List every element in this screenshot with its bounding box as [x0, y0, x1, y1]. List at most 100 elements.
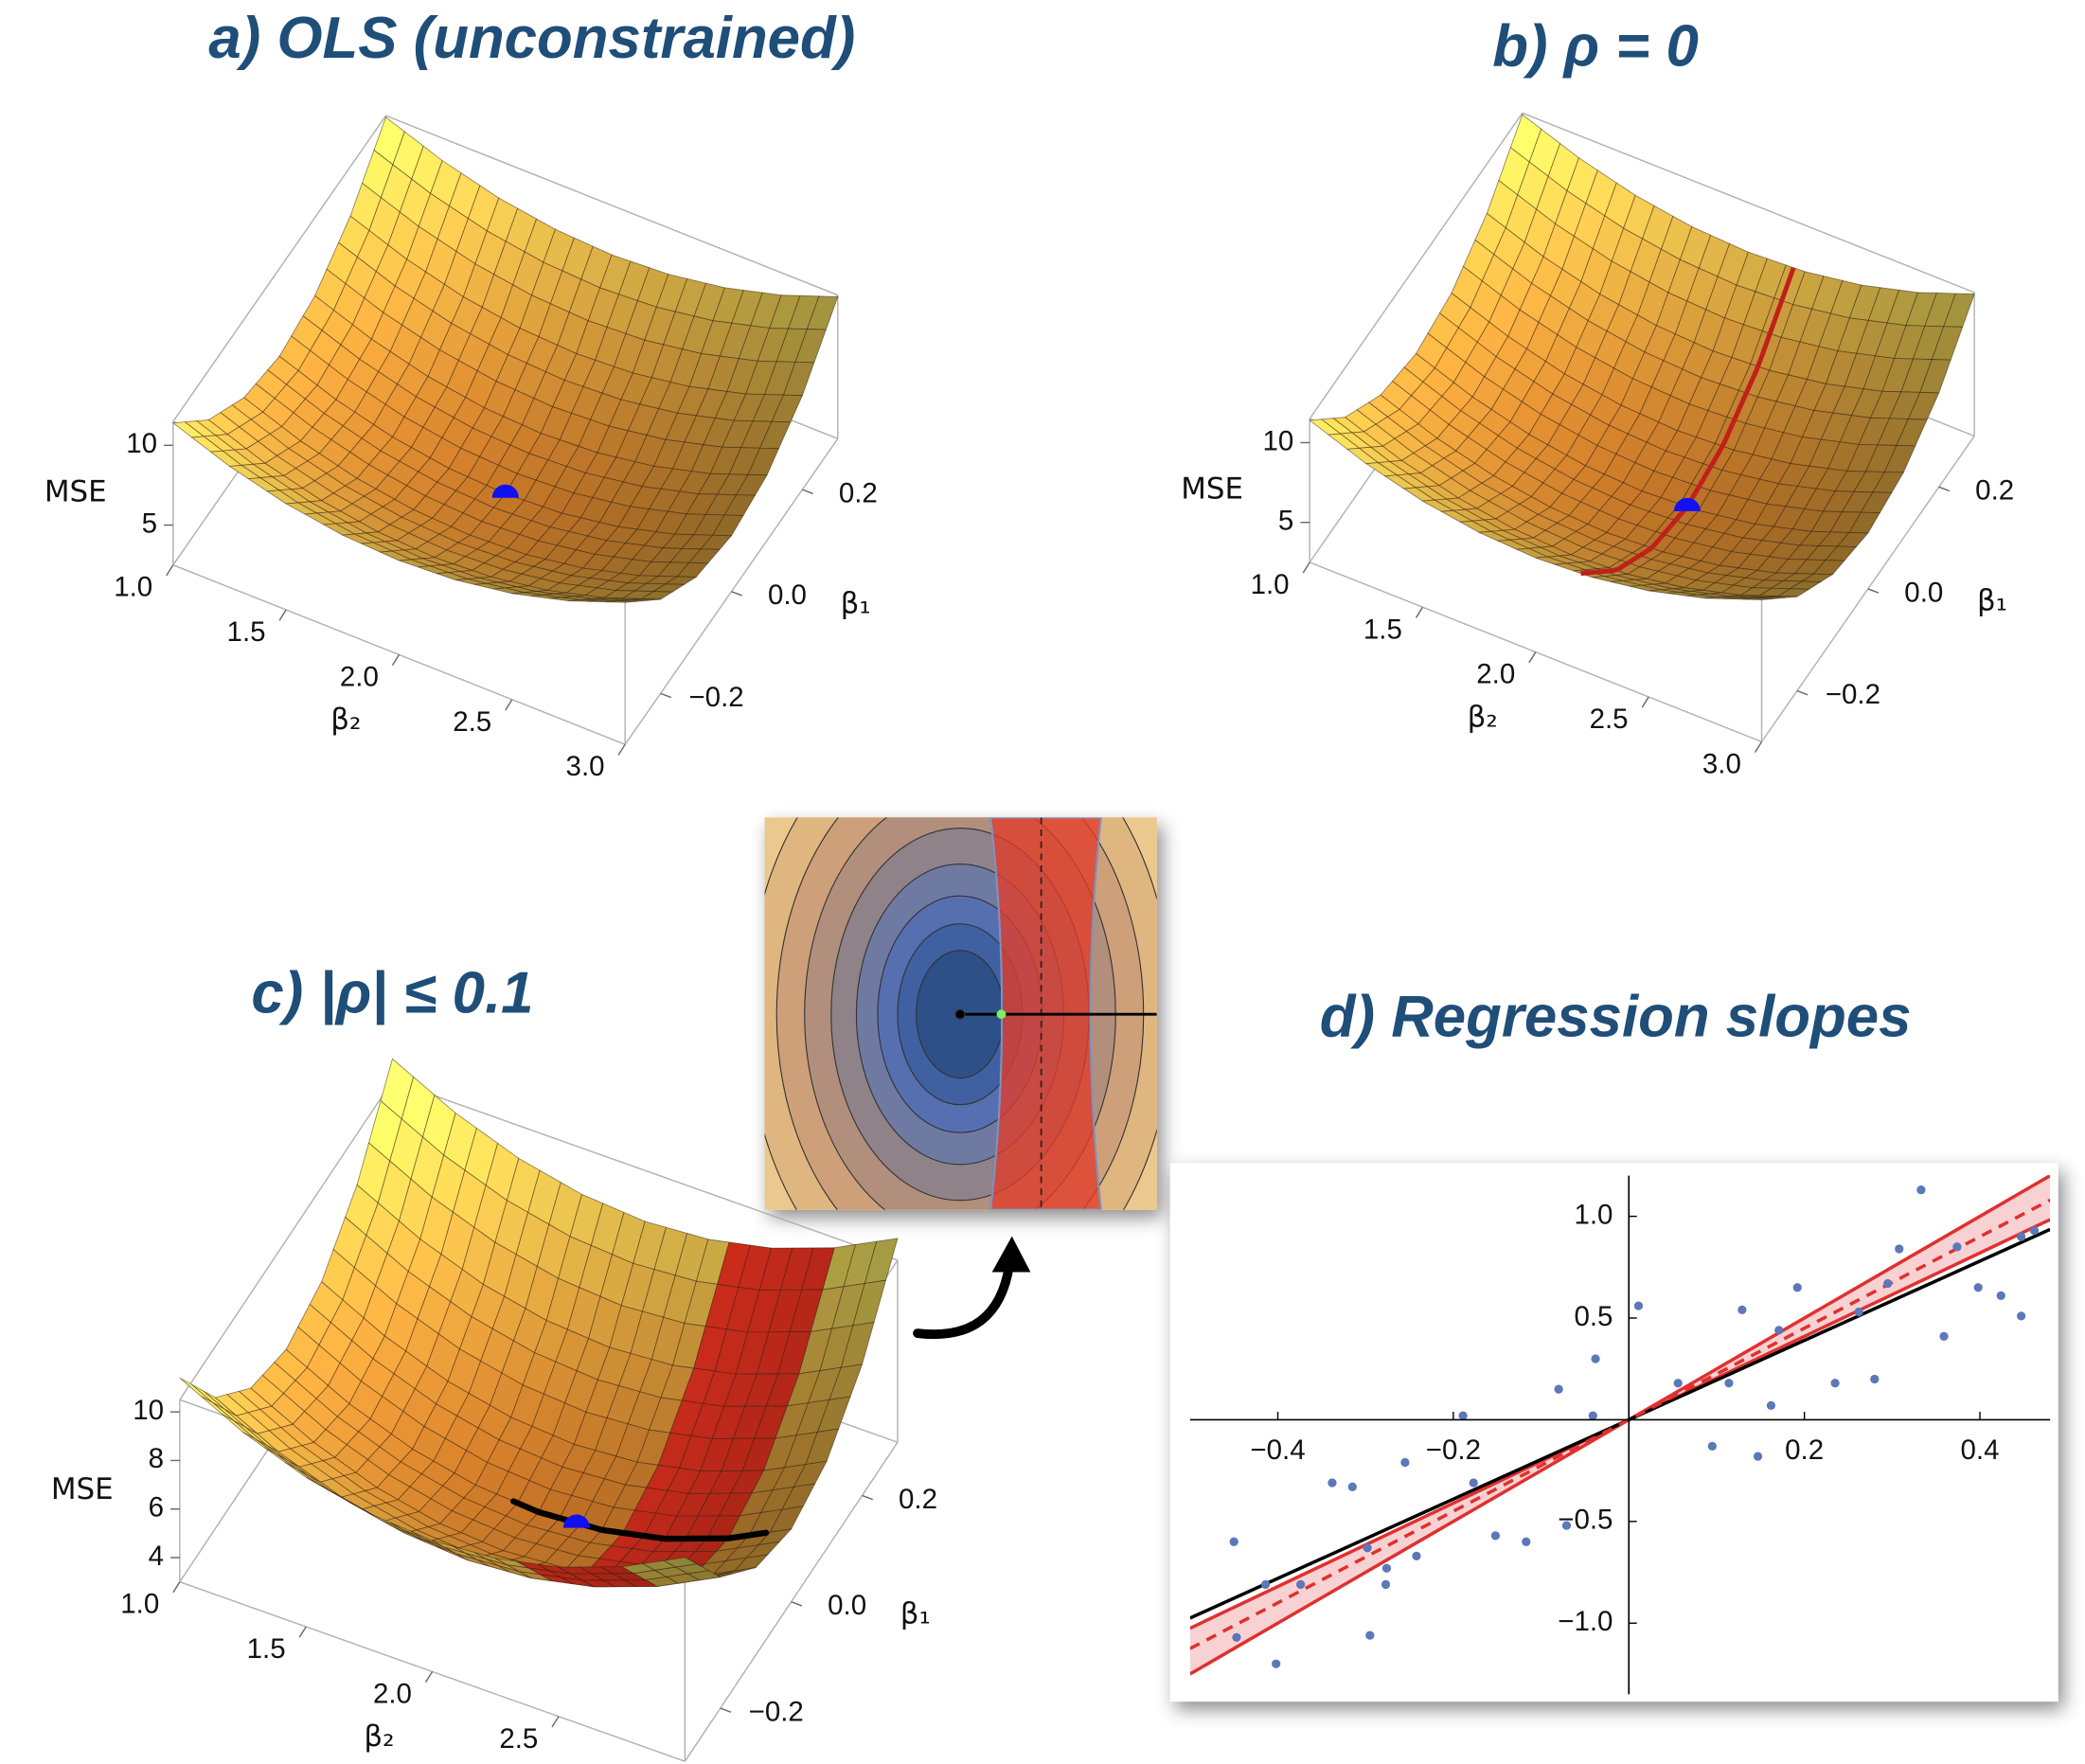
x-tick-label: 2.0 [340, 661, 379, 692]
x-tick-label: 2.5 [499, 1723, 538, 1755]
surface-patch [606, 600, 637, 603]
box-edge [1522, 112, 1975, 294]
x-tick [551, 1716, 560, 1728]
x-tick-label: 2.5 [453, 706, 491, 738]
constrained-path [510, 1498, 770, 1542]
z-tick-label: 4 [149, 1541, 164, 1572]
data-point [1381, 1563, 1392, 1573]
x-tick [1754, 741, 1763, 753]
x-tick-label: 1.0 [120, 1589, 159, 1620]
contour-inset [764, 817, 1157, 1210]
y-tick-label: 0.5 [1574, 1301, 1613, 1332]
x-tick [505, 699, 513, 711]
data-point [1673, 1379, 1683, 1388]
data-point [2029, 1225, 2040, 1236]
surface-patch [1742, 597, 1774, 600]
data-point [1490, 1531, 1501, 1541]
x-tick [166, 564, 174, 577]
z-axis-label: MSE [51, 1472, 114, 1506]
data-point [2016, 1311, 2026, 1321]
x-axis-label: β₂ [1468, 700, 1498, 734]
data-point [1363, 1543, 1372, 1553]
data-point [1400, 1457, 1410, 1468]
y-tick [791, 1601, 803, 1607]
data-point [1952, 1242, 1962, 1252]
x-tick-label: 1.0 [1251, 569, 1290, 600]
z-tick-label: 6 [149, 1492, 164, 1523]
y-tick [1938, 486, 1951, 492]
x-tick-label: 3.0 [566, 751, 605, 782]
y-tick-label: −0.2 [688, 682, 743, 713]
y-axis-label: β₁ [841, 586, 871, 620]
z-tick-label: 5 [1278, 506, 1293, 537]
arrow [913, 1236, 1031, 1340]
panel-title: d) Regression slopes [1320, 985, 1912, 1050]
y-tick-label: 0.2 [839, 478, 878, 509]
box-edge [179, 1581, 686, 1762]
data-point [1588, 1411, 1597, 1420]
panel-title: c) |ρ| ≤ 0.1 [251, 960, 533, 1025]
x-tick-label: −0.4 [1250, 1434, 1305, 1466]
data-point [1724, 1379, 1734, 1388]
minimum-point [491, 484, 519, 498]
data-point [1870, 1374, 1880, 1384]
data-point [2016, 1232, 2026, 1241]
data-point [1260, 1579, 1271, 1590]
y-tick-label: 0.2 [1975, 475, 2014, 507]
y-tick-label: −0.5 [1558, 1505, 1613, 1536]
x-tick [1528, 651, 1537, 664]
x-tick [424, 1671, 434, 1684]
x-tick [172, 1581, 181, 1594]
x-tick-label: 1.5 [1363, 614, 1402, 645]
y-tick-label: 0.0 [768, 579, 807, 611]
box-edge [179, 1079, 394, 1400]
x-tick-label: 0.2 [1785, 1434, 1824, 1466]
data-point [1774, 1326, 1784, 1335]
x-tick-label: −0.2 [1426, 1434, 1481, 1466]
box-edge [1309, 112, 1524, 419]
z-tick-label: 8 [149, 1443, 164, 1474]
panel-title: b) ρ = 0 [1492, 14, 1699, 80]
x-tick-label: 0.4 [1961, 1434, 2000, 1466]
z-tick-label: 10 [126, 428, 157, 459]
plot-area [1189, 1175, 2051, 1676]
x-tick-label: 3.0 [1702, 748, 1741, 779]
y-tick-label: 0.2 [899, 1484, 937, 1515]
panel: b) ρ = 0 1.0 1.5 2.0 2.5 3.0 −0.2 0.0 0.2 5 10 MSE β… [1181, 14, 2014, 780]
x-axis-label: β₂ [330, 703, 361, 737]
x-tick [1641, 696, 1649, 708]
x-tick-label: 1.0 [114, 572, 152, 603]
y-tick [802, 489, 813, 494]
x-tick [617, 743, 626, 756]
x-tick [1302, 561, 1310, 574]
z-axis-label: MSE [1181, 472, 1243, 507]
x-tick [298, 1626, 307, 1638]
x-tick [1415, 606, 1424, 618]
data-point [1561, 1521, 1572, 1530]
y-tick-label: −0.2 [1826, 679, 1880, 710]
x-tick-label: 1.5 [247, 1633, 286, 1665]
contour-rings [764, 817, 1157, 1210]
data-point [1554, 1384, 1563, 1394]
x-tick-label: 1.5 [227, 616, 266, 648]
data-point [1458, 1411, 1468, 1420]
y-tick [720, 1707, 732, 1713]
y-axis-label: β₁ [1977, 583, 2007, 617]
minimum-point [562, 1514, 590, 1528]
y-tick-label: 0.0 [828, 1590, 866, 1621]
panel: d) Regression slopes −0.4 −0.2 0.2 0.4 −1.0 −0… [1189, 985, 2051, 1695]
y-tick [660, 692, 672, 699]
data-point [1916, 1185, 1926, 1195]
data-point [1591, 1354, 1600, 1363]
data-point [1854, 1307, 1863, 1317]
data-point [1381, 1579, 1391, 1590]
y-tick-label: −1.0 [1558, 1606, 1613, 1637]
y-tick [1796, 689, 1809, 696]
x-tick [391, 654, 401, 667]
data-point [1633, 1301, 1644, 1310]
data-point [1973, 1283, 1983, 1292]
plot-frame [1169, 1163, 2058, 1702]
z-tick-label: 10 [133, 1395, 164, 1426]
data-point [1412, 1551, 1421, 1560]
